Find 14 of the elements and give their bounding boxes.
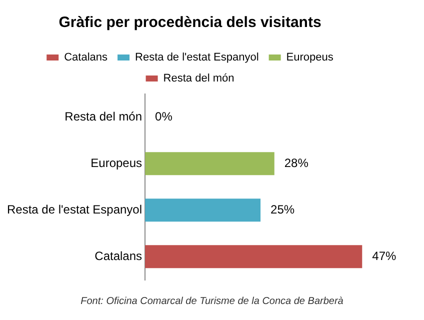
data-label: 28%: [284, 156, 309, 170]
legend-label: Resta de l'estat Espanyol: [135, 52, 259, 64]
legend-label: Resta del món: [163, 72, 234, 85]
y-tick-label: Catalans: [94, 248, 142, 263]
text: Font: Oficina Comarcal de Turisme de la Conca de Barberà: [80, 296, 344, 307]
chart-title: Gràfic per procedència dels visitants: [58, 14, 322, 32]
legend-label: Catalans: [64, 52, 108, 64]
data-label: 25%: [270, 202, 295, 216]
legend-label: Europeus: [286, 52, 334, 64]
y-tick-label: Europeus: [90, 156, 142, 170]
data-label: 0%: [155, 110, 173, 124]
y-tick-label: Resta de l'estat Espanyol: [6, 202, 142, 216]
data-label: 47%: [372, 248, 396, 263]
y-tick-label: Resta del món: [64, 110, 142, 124]
